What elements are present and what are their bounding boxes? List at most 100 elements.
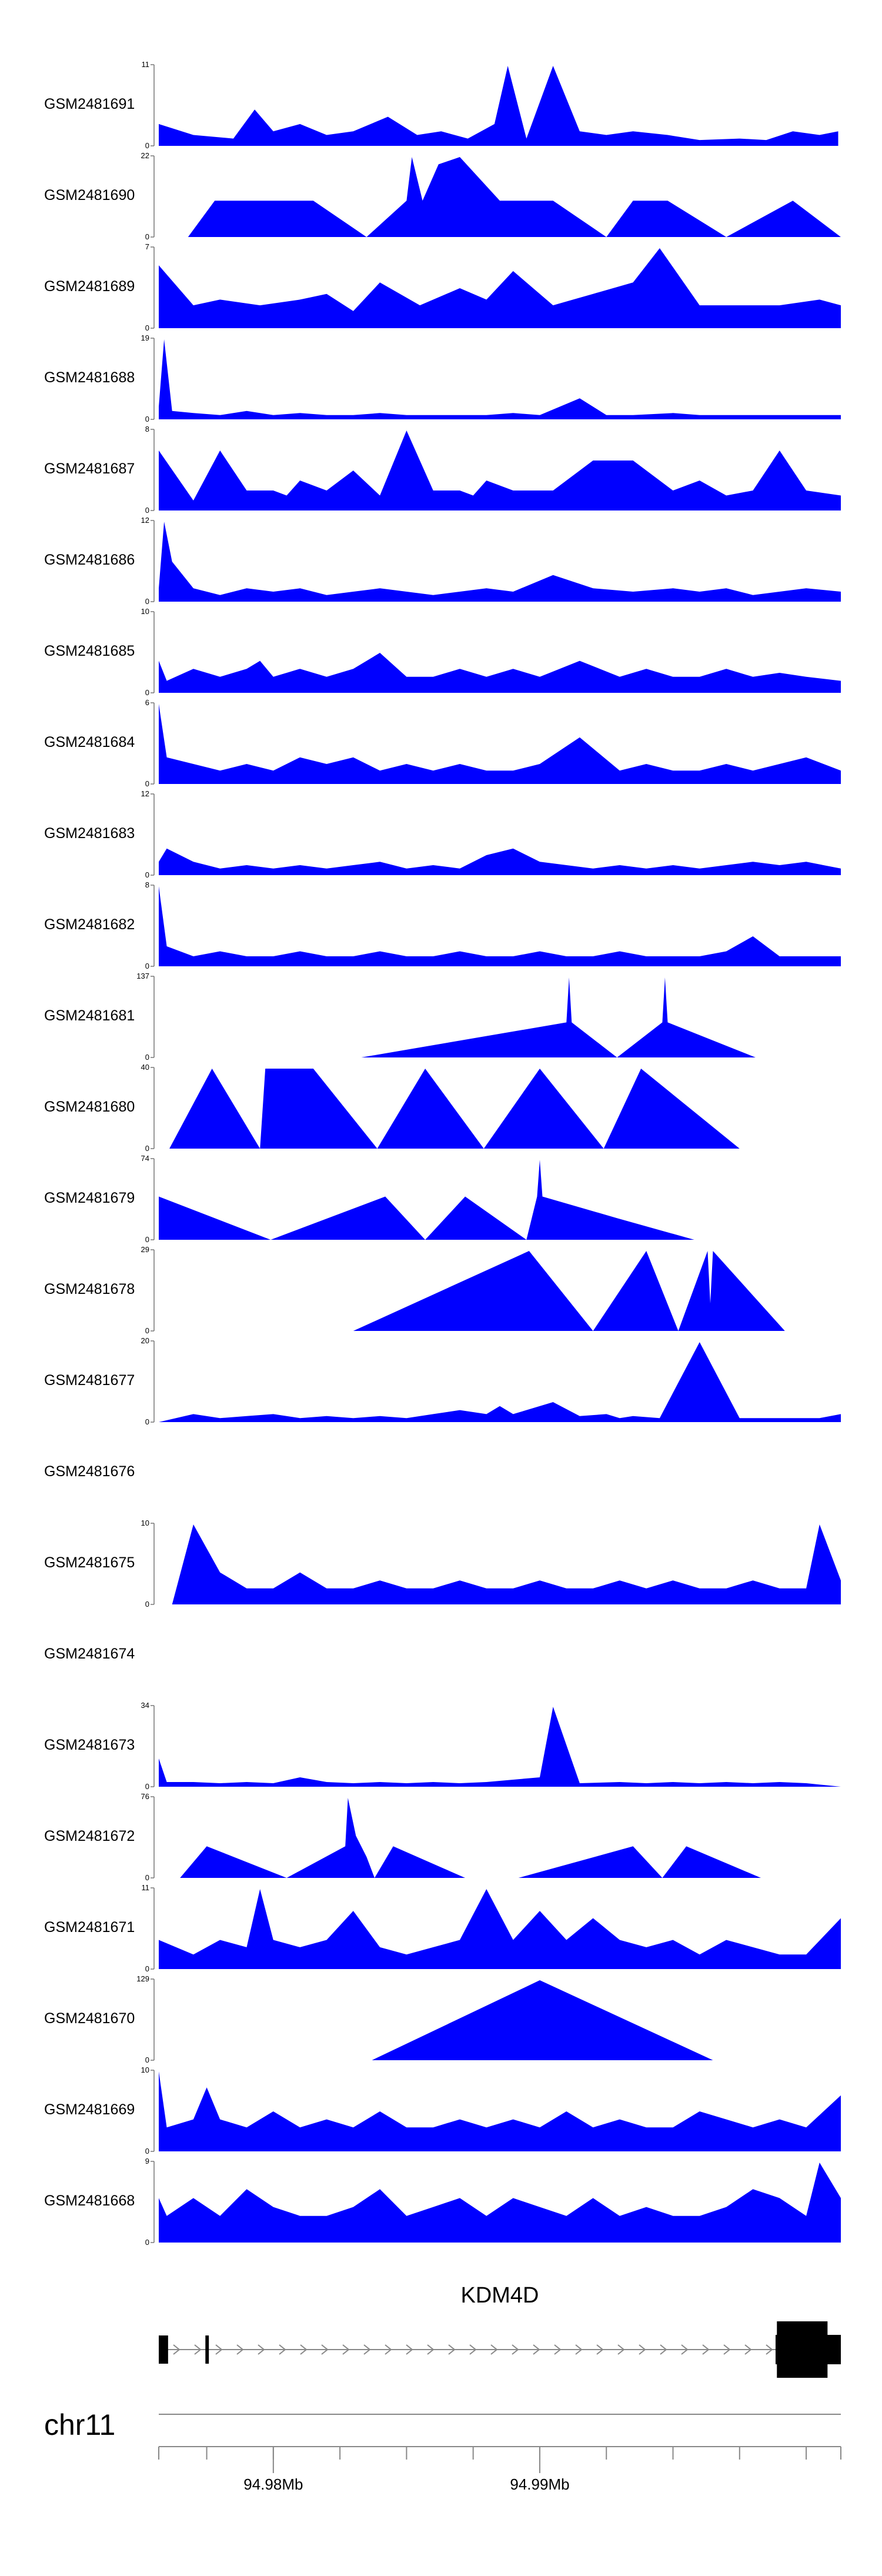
track-ymax-label: 19 — [141, 333, 149, 342]
strand-arrow — [194, 2344, 202, 2355]
track-ymax-label: 8 — [145, 425, 149, 433]
track-ymax-label: 20 — [141, 1336, 149, 1345]
track-ymax-label: 129 — [136, 1974, 149, 1983]
track-ymax-label: 10 — [141, 607, 149, 616]
strand-arrow — [596, 2344, 604, 2355]
gene-track: KDM4D — [159, 2283, 841, 2378]
track-ymin-label: 0 — [145, 1326, 149, 1335]
exon — [159, 2335, 168, 2364]
track-label: GSM2481673 — [44, 1737, 135, 1753]
track-ymin-label: 0 — [145, 506, 149, 515]
strand-arrow — [681, 2344, 689, 2355]
strand-arrow — [173, 2344, 181, 2355]
track-GSM2481669: GSM2481669 10 0 — [44, 2066, 841, 2155]
strand-arrow — [342, 2344, 350, 2355]
strand-arrow — [660, 2344, 667, 2355]
gene-name: KDM4D — [460, 2283, 539, 2308]
track-ymin-label: 0 — [145, 141, 149, 150]
track-ymin-label: 0 — [145, 415, 149, 423]
track-ymin-label: 0 — [145, 962, 149, 970]
track-label: GSM2481689 — [44, 278, 135, 295]
track-label: GSM2481671 — [44, 1919, 135, 1936]
track-ymin-label: 0 — [145, 1782, 149, 1791]
strand-arrow — [236, 2344, 244, 2355]
coverage-area — [159, 1707, 841, 1787]
track-GSM2481684: GSM2481684 6 0 — [44, 698, 841, 788]
track-ymax-label: 6 — [145, 698, 149, 707]
strand-arrow — [490, 2344, 498, 2355]
track-label: GSM2481684 — [44, 734, 135, 750]
strand-arrow — [533, 2344, 540, 2355]
strand-arrow — [744, 2344, 752, 2355]
track-label: GSM2481674 — [44, 1646, 135, 1662]
coverage-area — [159, 1069, 841, 1149]
track-label: GSM2481676 — [44, 1463, 135, 1480]
track-ymin-label: 0 — [145, 1873, 149, 1882]
track-GSM2481678: GSM2481678 29 0 — [44, 1245, 841, 1335]
coverage-area — [159, 653, 841, 693]
chromosome-label: chr11 — [44, 2408, 115, 2441]
strand-arrow — [639, 2344, 646, 2355]
track-label: GSM2481670 — [44, 2010, 135, 2027]
track-label: GSM2481683 — [44, 825, 135, 842]
strand-arrow — [279, 2344, 286, 2355]
track-ymin-label: 0 — [145, 232, 149, 241]
strand-arrow — [617, 2344, 625, 2355]
track-ymax-label: 10 — [141, 2066, 149, 2074]
track-ymin-label: 0 — [145, 1053, 149, 1062]
track-ymin-label: 0 — [145, 1144, 149, 1153]
strand-arrow — [385, 2344, 392, 2355]
track-ymin-label: 0 — [145, 1235, 149, 1244]
track-label: GSM2481669 — [44, 2101, 135, 2118]
track-GSM2481681: GSM2481681 137 0 — [44, 972, 841, 1062]
track-ymax-label: 8 — [145, 880, 149, 889]
coverage-area — [159, 1251, 841, 1331]
coverage-area — [159, 1160, 841, 1240]
track-label: GSM2481675 — [44, 1554, 135, 1571]
coverage-area — [159, 66, 838, 146]
coverage-area — [159, 1342, 841, 1422]
track-ymax-label: 11 — [142, 60, 150, 69]
axis-tick-label: 94.99Mb — [510, 2475, 569, 2493]
genome-axis: chr11 94.98Mb 94.99Mb — [44, 2408, 841, 2493]
track-ymin-label: 0 — [145, 2056, 149, 2064]
coverage-area — [159, 1798, 841, 1878]
track-label: GSM2481672 — [44, 1828, 135, 1844]
track-GSM2481690: GSM2481690 22 0 — [44, 151, 841, 241]
strand-arrow — [702, 2344, 710, 2355]
strand-arrow — [554, 2344, 562, 2355]
track-ymin-label: 0 — [145, 688, 149, 697]
track-ymax-label: 12 — [141, 789, 149, 798]
track-GSM2481688: GSM2481688 19 0 — [44, 333, 841, 423]
track-label: GSM2481681 — [44, 1007, 135, 1024]
coverage-area — [159, 977, 841, 1057]
track-GSM2481679: GSM2481679 74 0 — [44, 1154, 841, 1244]
track-label: GSM2481688 — [44, 369, 135, 386]
track-ymin-label: 0 — [145, 323, 149, 332]
track-ymax-label: 10 — [141, 1519, 149, 1527]
track-GSM2481671: GSM2481671 11 0 — [44, 1883, 841, 1973]
strand-arrow — [448, 2344, 456, 2355]
strand-arrow — [258, 2344, 265, 2355]
track-label: GSM2481690 — [44, 187, 135, 203]
coverage-area — [159, 339, 841, 419]
track-GSM2481680: GSM2481680 40 0 — [44, 1063, 841, 1153]
coverage-area — [159, 522, 841, 602]
track-ymax-label: 74 — [141, 1154, 149, 1163]
track-GSM2481683: GSM2481683 12 0 — [44, 789, 841, 879]
track-GSM2481686: GSM2481686 12 0 — [44, 516, 841, 606]
track-GSM2481672: GSM2481672 76 0 — [44, 1792, 841, 1882]
track-GSM2481691: GSM2481691 11 0 — [44, 60, 838, 150]
track-ymin-label: 0 — [145, 1964, 149, 1973]
coverage-area — [159, 1889, 841, 1969]
track-GSM2481687: GSM2481687 8 0 — [44, 425, 841, 515]
track-label: GSM2481685 — [44, 643, 135, 659]
track-ymax-label: 40 — [141, 1063, 149, 1072]
strand-arrow — [723, 2344, 731, 2355]
track-GSM2481668: GSM2481668 9 0 — [44, 2157, 841, 2247]
exon — [205, 2335, 209, 2364]
axis-tick-label: 94.98Mb — [243, 2475, 303, 2493]
track-GSM2481673: GSM2481673 34 0 — [44, 1701, 841, 1791]
track-label: GSM2481687 — [44, 461, 135, 477]
